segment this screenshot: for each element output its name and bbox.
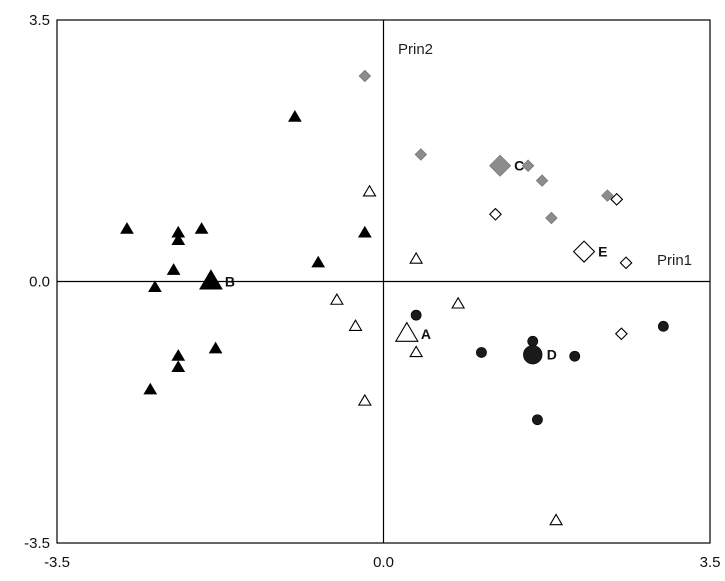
y-tick-label: -3.5	[24, 535, 50, 552]
centroid-label-d: D	[547, 347, 557, 363]
data-point-gray-diamond	[545, 211, 558, 225]
data-point-filled-triangle	[171, 233, 186, 245]
data-point-open-triangle	[329, 292, 344, 305]
data-point-gray-diamond	[535, 174, 549, 187]
data-point-filled-triangle	[171, 360, 186, 373]
data-point-gray-diamond	[358, 69, 372, 83]
x-tick-label: -3.5	[44, 554, 70, 571]
data-point-open-triangle	[362, 184, 377, 197]
data-point-gray-diamond	[601, 189, 614, 202]
data-point-filled-triangle	[148, 280, 162, 293]
prin1-axis-label: Prin1	[657, 252, 692, 269]
centroid-marker-b	[199, 269, 223, 290]
data-point-open-triangle	[409, 251, 424, 264]
x-tick-label: 0.0	[373, 554, 394, 571]
data-point-filled-circle	[532, 414, 543, 426]
y-tick-label: 0.0	[29, 274, 50, 291]
data-point-filled-triangle	[166, 263, 181, 275]
data-point-open-diamond	[488, 207, 502, 221]
y-tick-label: 3.5	[29, 12, 50, 29]
data-point-open-triangle	[348, 319, 363, 331]
data-point-filled-triangle	[208, 341, 223, 354]
data-point-filled-circle	[569, 350, 581, 362]
centroid-label-a: A	[421, 326, 431, 342]
centroid-marker-d	[523, 345, 543, 365]
data-point-filled-triangle	[143, 382, 158, 395]
data-point-filled-triangle	[357, 225, 372, 238]
data-point-filled-triangle	[120, 222, 134, 234]
data-point-filled-triangle	[311, 255, 326, 268]
data-point-open-triangle	[357, 393, 372, 406]
centroid-marker-a	[394, 321, 419, 342]
centroid-marker-c	[489, 154, 512, 177]
data-point-open-triangle	[409, 345, 424, 358]
data-point-open-diamond	[610, 192, 624, 206]
data-point-open-triangle	[451, 296, 466, 309]
data-point-filled-triangle	[171, 349, 186, 361]
data-point-filled-circle	[657, 320, 669, 332]
data-point-filled-triangle	[194, 222, 209, 234]
centroid-marker-e	[572, 240, 596, 263]
data-point-gray-diamond	[414, 148, 428, 161]
data-point-filled-circle	[527, 335, 539, 347]
data-point-filled-circle	[476, 347, 487, 358]
data-point-gray-diamond	[521, 159, 535, 172]
x-tick-label: 3.5	[700, 554, 721, 571]
data-point-open-diamond	[619, 256, 633, 270]
centroid-label-c: C	[514, 158, 524, 174]
data-point-open-diamond	[614, 327, 628, 341]
prin2-axis-label: Prin2	[398, 41, 433, 58]
centroid-label-b: B	[225, 274, 235, 290]
data-point-filled-triangle	[288, 110, 302, 122]
data-point-open-triangle	[549, 513, 564, 526]
data-point-filled-circle	[410, 309, 422, 321]
centroid-label-e: E	[598, 244, 607, 260]
